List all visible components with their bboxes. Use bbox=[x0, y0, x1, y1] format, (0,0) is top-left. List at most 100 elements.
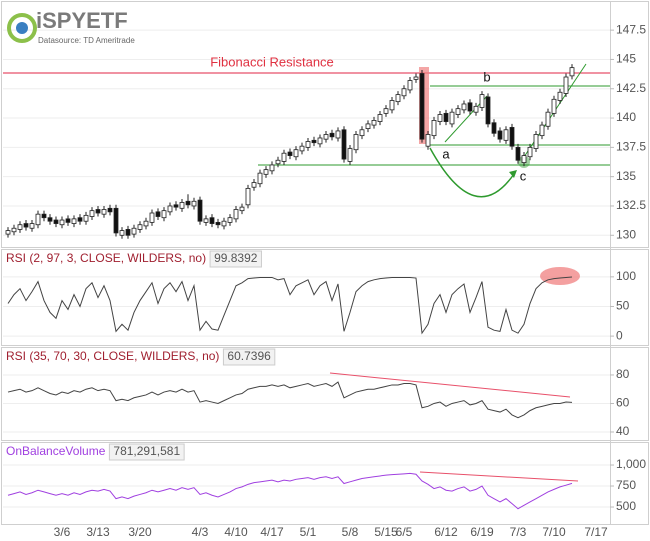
candle-body bbox=[161, 210, 167, 219]
panel-value: 60.7396 bbox=[227, 349, 271, 363]
y-tick-label: 0 bbox=[616, 328, 623, 342]
y-tick-label: 135 bbox=[616, 169, 636, 183]
candle-body bbox=[221, 220, 227, 227]
candle-body bbox=[179, 202, 185, 209]
candle-body bbox=[377, 114, 383, 122]
candle-body bbox=[203, 218, 209, 223]
candle-body bbox=[401, 88, 407, 97]
candle-body bbox=[17, 224, 23, 230]
candle-body bbox=[137, 224, 143, 230]
candle-body bbox=[365, 123, 371, 130]
data-source: Datasource: TD Ameritrade bbox=[38, 36, 135, 45]
arc-arrow bbox=[429, 147, 515, 198]
candle-body bbox=[317, 137, 323, 145]
divergence-line bbox=[419, 471, 579, 482]
candle-body bbox=[215, 221, 221, 226]
candle-body bbox=[191, 200, 197, 207]
x-tick-label: 4/10 bbox=[224, 525, 248, 539]
panel-title: RSI (35, 70, 30, CLOSE, WILDERS, no) bbox=[6, 349, 219, 363]
candle-body bbox=[107, 207, 113, 213]
candle-body bbox=[539, 124, 545, 137]
x-tick-label: 7/17 bbox=[584, 525, 608, 539]
candle-body bbox=[533, 134, 539, 149]
candle-body bbox=[251, 182, 257, 188]
y-tick-label: 40 bbox=[616, 424, 630, 438]
y-tick-label: 50 bbox=[616, 299, 630, 313]
x-tick-label: 3/6 bbox=[54, 525, 71, 539]
y-tick-label: 137.5 bbox=[616, 140, 646, 154]
candle-body bbox=[227, 217, 233, 223]
divergence-line bbox=[329, 372, 571, 398]
candle-body bbox=[545, 111, 551, 127]
candle-body bbox=[347, 148, 353, 162]
candle-body bbox=[521, 155, 527, 163]
y-tick-label: 750 bbox=[616, 478, 636, 492]
x-tick-label: 7/3 bbox=[510, 525, 527, 539]
x-tick-label: 5/1 bbox=[300, 525, 317, 539]
candle-body bbox=[569, 67, 575, 77]
candle-body bbox=[185, 200, 191, 206]
candle-body bbox=[173, 204, 179, 208]
panel-title: RSI (2, 97, 3, CLOSE, WILDERS, no) bbox=[6, 251, 206, 265]
y-tick-label: 1,000 bbox=[616, 457, 646, 471]
candle-body bbox=[23, 223, 29, 228]
candle-body bbox=[485, 96, 491, 125]
y-tick-label: 130 bbox=[616, 227, 636, 241]
y-tick-label: 140 bbox=[616, 110, 636, 124]
logo-text: iSPYETF bbox=[36, 8, 128, 33]
candle-body bbox=[479, 94, 485, 108]
candle-body bbox=[293, 149, 299, 158]
x-tick-label: 5/8 bbox=[342, 525, 359, 539]
panel-value-bg bbox=[222, 348, 276, 366]
indicator-line bbox=[7, 381, 573, 419]
candle-body bbox=[407, 80, 413, 91]
panel-value-bg bbox=[108, 443, 185, 461]
annotation: b bbox=[483, 69, 490, 84]
candle-body bbox=[443, 112, 449, 122]
candle-body bbox=[263, 169, 269, 175]
candle-body bbox=[29, 223, 35, 229]
panel-value-bg bbox=[209, 250, 262, 268]
y-tick-label: 132.5 bbox=[616, 198, 646, 212]
candle-body bbox=[257, 172, 263, 185]
candle-body bbox=[449, 111, 455, 125]
candle-body bbox=[383, 108, 389, 114]
candle-body bbox=[101, 209, 107, 215]
candle-body bbox=[527, 146, 533, 158]
candle-body bbox=[395, 94, 401, 103]
candle-body bbox=[305, 141, 311, 148]
y-tick-label: 142.5 bbox=[616, 81, 646, 95]
rsi-highlight bbox=[540, 267, 580, 285]
candle-body bbox=[329, 132, 335, 138]
annotation: Fibonacci Resistance bbox=[210, 54, 334, 69]
candle-body bbox=[53, 219, 59, 224]
x-tick-label: 7/10 bbox=[542, 525, 566, 539]
candle-body bbox=[269, 164, 275, 172]
panel-title: OnBalanceVolume bbox=[6, 444, 106, 458]
candle-body bbox=[89, 210, 95, 217]
candle-body bbox=[275, 159, 281, 165]
y-tick-label: 500 bbox=[616, 499, 636, 513]
candle-body bbox=[41, 213, 47, 219]
arrow-head bbox=[509, 170, 517, 178]
candle-body bbox=[425, 134, 431, 147]
candle-body bbox=[473, 105, 479, 113]
indicator-line bbox=[7, 276, 573, 335]
x-tick-label: 3/20 bbox=[128, 525, 152, 539]
candle-body bbox=[119, 230, 125, 236]
panel-value: 781,291,581 bbox=[113, 444, 180, 458]
candle-body bbox=[311, 139, 317, 144]
candle-body bbox=[509, 127, 515, 147]
candle-body bbox=[287, 151, 293, 156]
candle-body bbox=[95, 209, 101, 214]
candle-body bbox=[239, 206, 245, 212]
candle-body bbox=[35, 213, 41, 226]
candle-body bbox=[419, 73, 425, 140]
candle-body bbox=[71, 218, 77, 224]
candle-body bbox=[299, 145, 305, 152]
candle-body bbox=[209, 217, 215, 224]
candle-body bbox=[167, 205, 173, 213]
candle-body bbox=[335, 130, 341, 139]
